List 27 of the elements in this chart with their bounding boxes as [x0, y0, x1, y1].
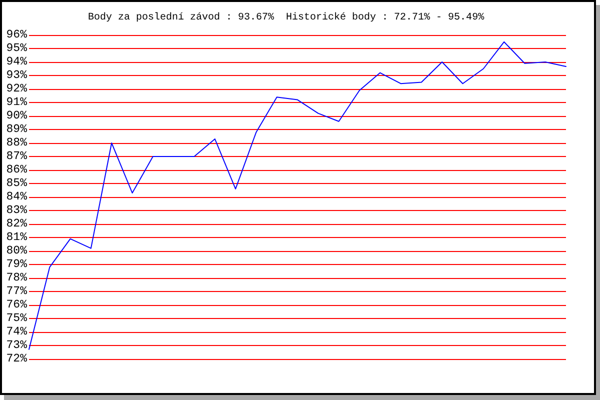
chart-title: Body za poslední závod : 93.67% Historické body : 72.71% - 95.49%: [88, 12, 484, 24]
y-tick-label: 81%: [6, 231, 28, 244]
y-tick-label: 92%: [6, 82, 28, 96]
y-tick-label: 87%: [6, 150, 28, 163]
y-tick-label: 89%: [6, 123, 28, 136]
line-series: [28, 41, 566, 350]
y-tick-label: 80%: [6, 244, 28, 258]
y-tick-label: 73%: [6, 339, 28, 352]
y-tick-label: 85%: [6, 177, 28, 190]
y-tick-label: 86%: [6, 164, 28, 176]
y-tick-label: 72%: [6, 352, 28, 366]
y-tick-label: 76%: [6, 298, 28, 312]
y-tick-label: 96%: [6, 28, 28, 42]
y-tick-label: 90%: [6, 110, 28, 122]
y-tick-label: 83%: [6, 204, 28, 217]
y-tick-label: 75%: [6, 312, 28, 325]
y-tick-label: 78%: [6, 272, 28, 284]
y-tick-label: 93%: [6, 69, 28, 82]
y-tick-label: 74%: [6, 326, 28, 338]
y-tick-label: 77%: [6, 285, 28, 298]
y-tick-label: 94%: [6, 56, 28, 68]
y-tick-label: 79%: [6, 258, 28, 271]
y-tick-label: 82%: [6, 218, 28, 230]
y-tick-label: 91%: [6, 96, 28, 109]
y-tick-label: 95%: [6, 42, 28, 55]
y-tick-label: 84%: [6, 190, 28, 204]
y-tick-label: 88%: [6, 136, 28, 150]
